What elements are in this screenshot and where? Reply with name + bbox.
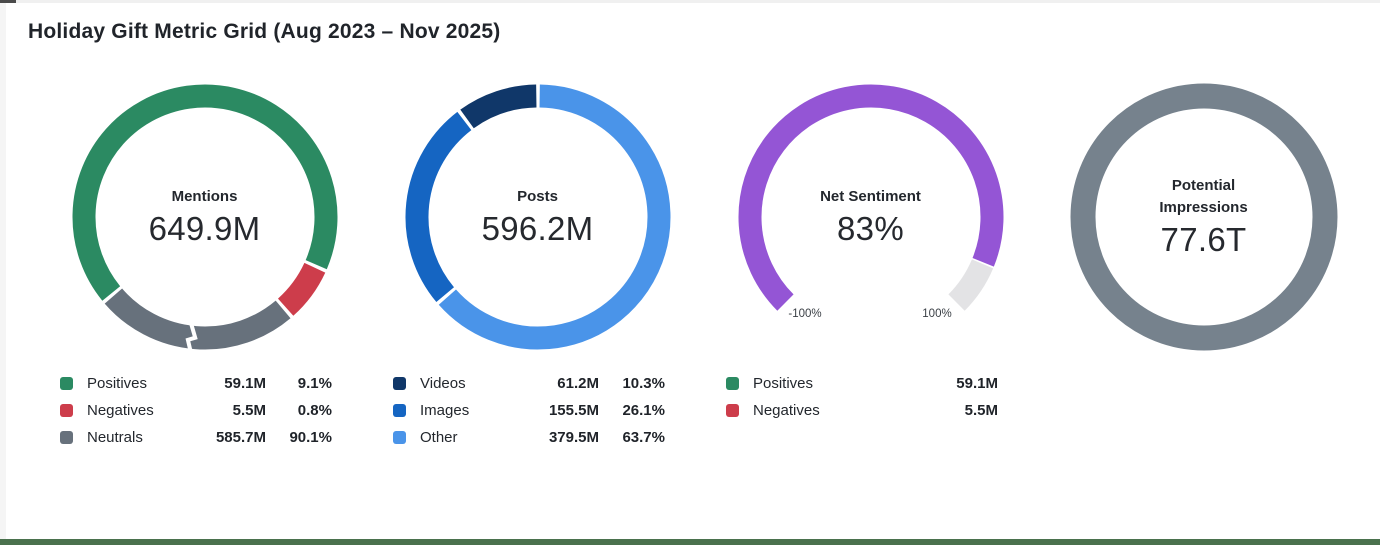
legend-pct: 90.1%	[289, 429, 332, 446]
bottom-accent-bar	[0, 539, 1380, 545]
legend-value: 379.5M	[548, 429, 599, 446]
ring-potential-impressions[interactable]	[1070, 83, 1337, 351]
legend-value: 5.5M	[964, 402, 998, 419]
segment-other[interactable]	[438, 84, 670, 350]
legend-swatch-videos	[393, 377, 406, 390]
segment-images[interactable]	[405, 111, 472, 302]
metric-card-mentions: Mentions 649.9M Positives 59.1M 9.1% Negative…	[38, 82, 371, 451]
donut-chart-posts: Posts 596.2M	[403, 82, 673, 352]
legend-label: Negatives	[753, 402, 820, 419]
metric-card-posts: Posts 596.2M Videos 61.2M 10.3% Images 155.5M 2…	[371, 82, 704, 451]
gauge-fill[interactable]	[738, 84, 1003, 311]
mentions-svg	[72, 84, 337, 352]
legend-posts: Videos 61.2M 10.3% Images 155.5M 26.1% Other 37…	[393, 370, 665, 451]
legend-row-positives: Positives 59.1M 9.1%	[60, 370, 332, 397]
window-top-border	[0, 0, 1380, 3]
legend-swatch-positives	[726, 377, 739, 390]
legend-value: 61.2M	[557, 375, 599, 392]
potential-impressions-svg	[1070, 83, 1337, 351]
legend-swatch-other	[393, 431, 406, 444]
legend-label: Negatives	[87, 402, 154, 419]
legend-label: Other	[420, 429, 458, 446]
segment-negatives[interactable]	[277, 262, 325, 316]
legend-value: 59.1M	[224, 375, 266, 392]
window-left-border	[0, 0, 6, 545]
legend-value: 155.5M	[548, 402, 599, 419]
legend-row-positives: Positives 59.1M	[726, 370, 998, 397]
net-sentiment-svg: -100% 100%	[738, 84, 1003, 320]
legend-row-videos: Videos 61.2M 10.3%	[393, 370, 665, 397]
window-corner-mark	[0, 0, 16, 3]
legend-pct: 26.1%	[622, 402, 665, 419]
legend-row-other: Other 379.5M 63.7%	[393, 424, 665, 451]
legend-row-negatives: Negatives 5.5M	[726, 397, 998, 424]
legend-pct: 63.7%	[622, 429, 665, 446]
legend-label: Positives	[753, 375, 814, 392]
metric-card-potential-impressions: Potential Impressions 77.6T	[1037, 82, 1370, 451]
gauge-track	[947, 259, 993, 311]
legend-net-sentiment: Positives 59.1M Negatives 5.5M	[726, 370, 998, 424]
legend-value: 585.7M	[215, 429, 266, 446]
gauge-max-label: 100%	[922, 308, 951, 320]
legend-swatch-negatives	[726, 404, 739, 417]
legend-pct: 0.8%	[297, 402, 332, 419]
ring-chart-potential-impressions: Potential Impressions 77.6T	[1069, 82, 1339, 352]
legend-swatch-neutrals	[60, 431, 73, 444]
donut-chart-mentions: Mentions 649.9M	[70, 82, 340, 352]
legend-swatch-images	[393, 404, 406, 417]
legend-value: 5.5M	[232, 402, 266, 419]
legend-swatch-negatives	[60, 404, 73, 417]
legend-row-images: Images 155.5M 26.1%	[393, 397, 665, 424]
legend-row-neutrals: Neutrals 585.7M 90.1%	[60, 424, 332, 451]
segment-positives[interactable]	[72, 84, 337, 301]
gauge-chart-net-sentiment: -100% 100% Net Sentiment 83%	[736, 82, 1006, 352]
segment-videos[interactable]	[459, 84, 537, 129]
metric-card-net-sentiment: -100% 100% Net Sentiment 83% Positives 59.1M N…	[704, 82, 1037, 451]
gauge-min-label: -100%	[788, 308, 821, 320]
legend-swatch-positives	[60, 377, 73, 390]
legend-label: Neutrals	[87, 429, 143, 446]
legend-mentions: Positives 59.1M 9.1% Negatives 5.5M 0.8% Neutr…	[60, 370, 332, 451]
legend-label: Videos	[420, 375, 466, 392]
legend-value: 59.1M	[956, 375, 998, 392]
legend-row-negatives: Negatives 5.5M 0.8%	[60, 397, 332, 424]
metric-grid: Mentions 649.9M Positives 59.1M 9.1% Negative…	[38, 82, 1370, 451]
legend-pct: 9.1%	[297, 375, 332, 392]
posts-svg	[405, 84, 670, 350]
legend-label: Positives	[87, 375, 148, 392]
segment-neutrals[interactable]	[104, 288, 291, 350]
page-title: Holiday Gift Metric Grid (Aug 2023 – Nov…	[28, 20, 501, 43]
legend-pct: 10.3%	[622, 375, 665, 392]
scale-break-marker	[185, 322, 198, 352]
legend-label: Images	[420, 402, 470, 419]
